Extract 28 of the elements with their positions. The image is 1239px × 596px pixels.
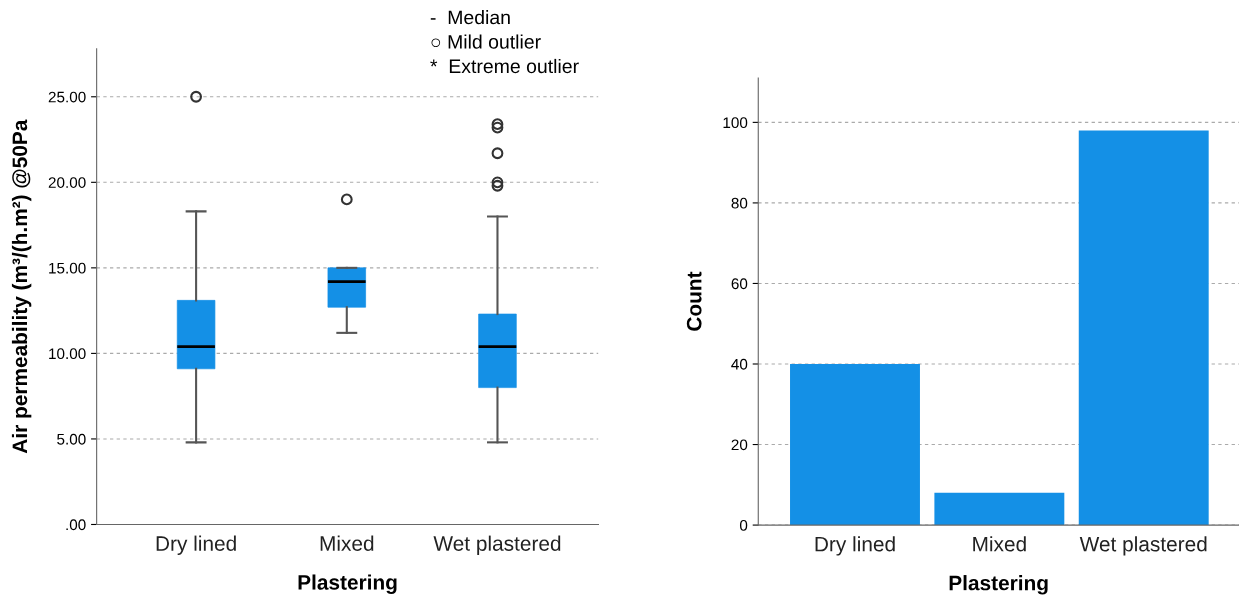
y-tick-label: .00 xyxy=(66,519,86,531)
x-axis-title: Plastering xyxy=(298,574,397,594)
text: - Median xyxy=(430,10,510,25)
annotation: * Extreme outlier xyxy=(430,58,579,74)
x-axis-title: Plastering xyxy=(949,575,1048,595)
y-tick-label: 80 xyxy=(731,197,748,209)
y-tick-label: 5.00 xyxy=(57,433,86,445)
bar xyxy=(790,363,920,526)
x-tick-label: Wet plastered xyxy=(1079,536,1207,556)
bar xyxy=(1078,130,1209,526)
y-tick-label: 15.00 xyxy=(49,262,86,274)
y-tick-label: 60 xyxy=(731,278,748,290)
y-tick-label: 20.00 xyxy=(48,177,86,188)
y-axis-title: Count xyxy=(686,271,702,331)
x-tick-label: Wet plastered xyxy=(433,535,561,556)
y-axis-title: Air permeability (m³/(h.m²) @50Pa xyxy=(11,119,32,454)
y-tick-label: 0 xyxy=(739,519,748,531)
text: ○ Mild outlier xyxy=(431,34,541,49)
x-tick-label: Mixed xyxy=(973,536,1026,552)
x-tick-label: Dry lined xyxy=(156,535,236,556)
y-tick-label: 100 xyxy=(723,117,748,129)
y-tick-label: 20 xyxy=(731,439,748,451)
x-tick-label: Dry lined xyxy=(815,536,895,556)
y-tick-label: 25.00 xyxy=(48,91,86,103)
y-tick-label: 40 xyxy=(731,358,748,370)
bar xyxy=(934,492,1065,526)
x-tick-label: Mixed xyxy=(320,535,374,551)
y-tick-label: 10.00 xyxy=(49,348,86,360)
